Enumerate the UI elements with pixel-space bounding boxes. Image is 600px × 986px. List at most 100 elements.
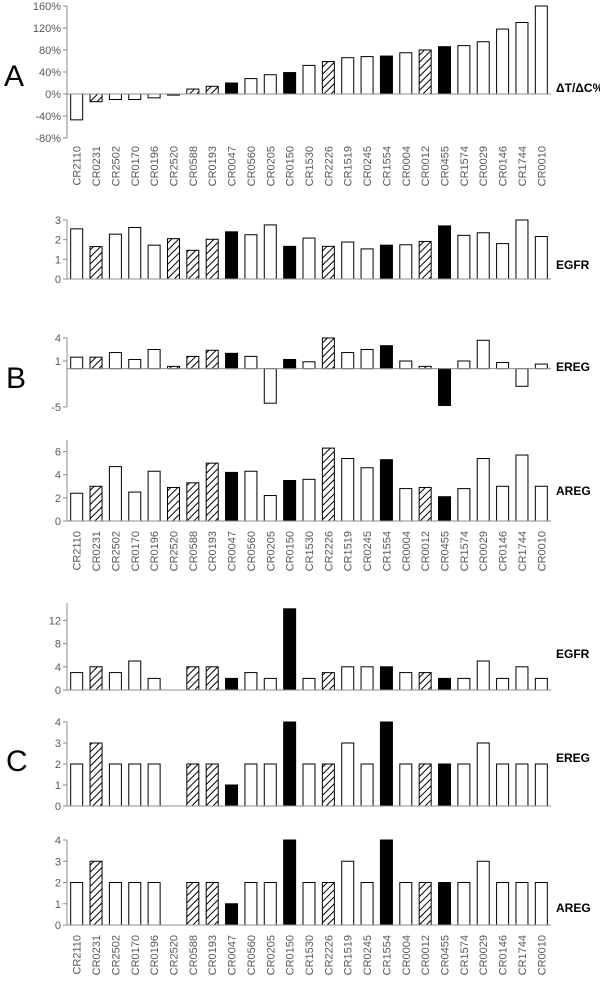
x-tick-label-cr1519: CR1519 (343, 935, 355, 975)
bar-cr2226 (321, 337, 335, 370)
series-label: EREG (556, 360, 590, 374)
bar-cr0047 (225, 352, 239, 370)
bar-cr0455 (438, 496, 452, 522)
y-tick-label: 1 (55, 254, 61, 266)
bar-cr1574 (457, 488, 471, 522)
bar-cr1554 (379, 244, 393, 280)
bar-cr0004 (399, 763, 413, 807)
y-tick-label: 0 (55, 801, 61, 813)
bar-cr1519 (341, 352, 355, 370)
x-tick-label-cr1530: CR1530 (304, 531, 316, 571)
x-tick-label-cr2110: CR2110 (72, 531, 84, 571)
chart-a-tc: -80% -40% 0% 40% 80% 120% 160% ΔT/ΔC% CR2110 CR02… (33, 1, 600, 186)
x-tick-label-cr2520: CR2520 (168, 935, 180, 975)
bar-cr2226 (321, 672, 335, 691)
bar-cr0170 (128, 358, 142, 370)
bar-cr2110 (70, 763, 84, 807)
chart-c-areg: 0 1 2 3 4 AREG CR2110 CR0231 CR2502 CR0170 CR0196 C… (55, 835, 591, 975)
panel-label-c: C (6, 745, 28, 778)
bar-cr0146 (496, 243, 510, 280)
bar-cr1519 (341, 241, 355, 280)
bar-cr2226 (321, 882, 335, 926)
bar-cr2110 (70, 492, 84, 522)
bar-cr0193 (205, 85, 219, 95)
bar-cr0205 (263, 368, 277, 404)
bar-cr0193 (205, 882, 219, 926)
bar-cr1554 (379, 666, 393, 691)
x-tick-label-cr0146: CR0146 (498, 935, 510, 975)
bar-cr1554 (379, 721, 393, 807)
chart-b-areg: 0 2 4 6 AREG CR2110 CR0231 CR2502 CR0170 CR0196 CR… (55, 440, 591, 571)
bar-cr0193 (205, 462, 219, 522)
y-tick-label: 160% (33, 1, 61, 13)
series-label: ΔT/ΔC% (556, 81, 600, 95)
bar-cr0455 (438, 46, 452, 95)
x-tick-label-cr0012: CR0012 (420, 935, 432, 975)
bar-cr0150 (283, 358, 297, 370)
x-tick-label-cr0193: CR0193 (207, 935, 219, 975)
bar-cr0146 (496, 763, 510, 807)
bar-cr1574 (457, 234, 471, 280)
x-tick-label-cr2520: CR2520 (168, 146, 180, 186)
bar-cr0146 (496, 362, 510, 370)
bar-cr2110 (70, 93, 84, 121)
bar-cr0150 (283, 608, 297, 691)
bar-cr2226 (321, 245, 335, 280)
y-tick-label: 3 (55, 215, 61, 227)
x-tick-label-cr2502: CR2502 (110, 146, 122, 186)
bar-cr0004 (399, 244, 413, 280)
bar-cr0047 (225, 231, 239, 280)
x-tick-label-cr0029: CR0029 (478, 531, 490, 571)
bar-cr0010 (534, 236, 548, 280)
x-tick-label-cr0150: CR0150 (285, 146, 297, 186)
bar-cr0245 (360, 666, 374, 691)
bar-cr0455 (438, 763, 452, 807)
bar-cr0455 (438, 882, 452, 926)
bar-cr0012 (418, 49, 432, 95)
bar-cr0170 (128, 882, 142, 926)
bar-cr1530 (302, 237, 316, 280)
bar-cr0560 (244, 672, 258, 691)
bar-cr1554 (379, 55, 393, 95)
y-tick-label: 0 (55, 685, 61, 697)
x-tick-label-cr0010: CR0010 (536, 146, 548, 186)
y-tick-label: 2 (55, 878, 61, 890)
x-tick-label-cr1519: CR1519 (343, 531, 355, 571)
y-tick-label: 12 (49, 615, 61, 627)
bar-cr0029 (476, 860, 490, 926)
x-tick-label-cr0150: CR0150 (285, 935, 297, 975)
bar-cr0047 (225, 903, 239, 926)
x-tick-label-cr2226: CR2226 (323, 935, 335, 975)
bar-cr1530 (302, 361, 316, 370)
y-tick-label: -5 (51, 402, 61, 414)
bar-cr0193 (205, 349, 219, 370)
bar-cr1530 (302, 882, 316, 926)
x-tick-label-cr0588: CR0588 (188, 531, 200, 571)
bar-cr0170 (128, 660, 142, 691)
bar-cr0146 (496, 677, 510, 691)
bar-cr2226 (321, 61, 335, 95)
bar-cr0231 (89, 485, 103, 522)
bar-cr0231 (89, 246, 103, 280)
bar-cr1744 (515, 763, 529, 807)
x-tick-label-cr1554: CR1554 (381, 935, 393, 975)
y-tick-label: 2 (55, 759, 61, 771)
bar-cr1574 (457, 677, 471, 691)
x-tick-label-cr0196: CR0196 (149, 146, 161, 186)
bar-cr2502 (108, 233, 122, 280)
x-tick-label-cr1554: CR1554 (381, 146, 393, 186)
bar-cr0012 (418, 240, 432, 280)
x-tick-label-cr0560: CR0560 (246, 146, 258, 186)
bar-cr0170 (128, 763, 142, 807)
bar-cr0205 (263, 224, 277, 280)
charts-layer: -80% -40% 0% 40% 80% 120% 160% ΔT/ΔC% CR2110 CR02… (33, 1, 600, 975)
x-tick-label-cr0170: CR0170 (130, 146, 142, 186)
x-tick-label-cr0170: CR0170 (130, 531, 142, 571)
bar-cr0196 (147, 763, 161, 807)
bar-cr0004 (399, 488, 413, 522)
x-tick-label-cr0196: CR0196 (149, 935, 161, 975)
x-tick-label-cr0004: CR0004 (401, 531, 413, 571)
y-tick-label: 4 (55, 662, 61, 674)
bar-cr2502 (108, 352, 122, 370)
